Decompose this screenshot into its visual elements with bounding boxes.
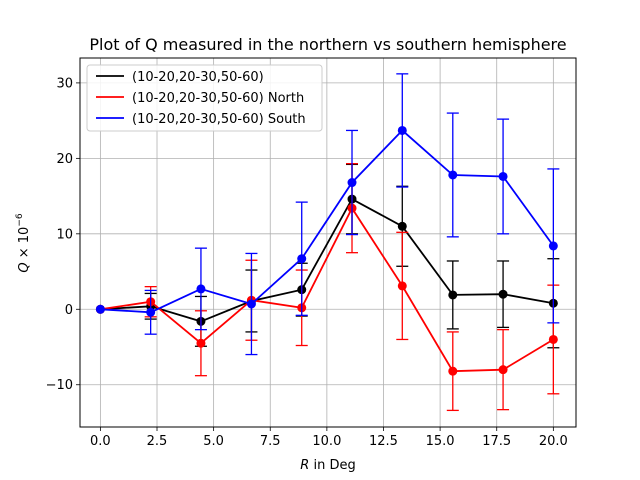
legend-box [86, 64, 323, 132]
data-point [548, 241, 558, 251]
data-point [297, 254, 307, 264]
y-tick-label: 10 [56, 227, 73, 242]
x-tick-label: 17.5 [482, 434, 511, 449]
plot-frame [79, 57, 577, 428]
x-tick-label: 0.0 [90, 434, 111, 449]
data-point [196, 338, 206, 348]
y-tick-label: 20 [56, 152, 73, 167]
data-point [548, 334, 558, 344]
x-axis-label: R in Deg [300, 458, 355, 473]
series-2 [95, 162, 560, 412]
data-point [397, 125, 407, 135]
legend-label: (10-20,20-30,50-60) North [132, 91, 304, 106]
series-line [100, 197, 554, 323]
data-point [448, 366, 458, 376]
data-point [397, 221, 407, 231]
x-tick-label: 10.0 [312, 434, 341, 449]
y-axis-label: Q × 10−6 [15, 213, 32, 272]
x-tick-label: 12.5 [369, 434, 398, 449]
data-point [196, 284, 206, 294]
data-point [498, 365, 508, 375]
data-point [397, 281, 407, 291]
series-group [95, 73, 560, 412]
x-tick-label: 5.0 [203, 434, 224, 449]
y-tick-label: 30 [56, 76, 73, 91]
x-tick-label: 20.0 [539, 434, 568, 449]
data-point [347, 178, 357, 188]
chart-title: Plot of Q measured in the northern vs so… [89, 35, 566, 54]
series-line [100, 206, 554, 373]
x-tick-label: 15.0 [426, 434, 455, 449]
data-point [95, 304, 105, 314]
data-point [246, 299, 256, 309]
legend-label: (10-20,20-30,50-60) South [132, 112, 306, 127]
y-tick-label: −10 [46, 378, 73, 393]
data-point [448, 290, 458, 300]
legend: (10-20,20-30,50-60) (10-20,20-30,50-60) N… [86, 64, 323, 132]
y-tick-label: 0 [65, 303, 73, 318]
data-point [146, 307, 156, 317]
data-point [498, 289, 508, 299]
x-tick-label: 7.5 [260, 434, 281, 449]
x-tick-label: 2.5 [147, 434, 168, 449]
series-3 [95, 73, 560, 356]
series-line [100, 129, 555, 314]
data-point [498, 171, 508, 181]
data-point [448, 170, 458, 180]
axis-ticks: 0.0 2.5 5.0 7.5 10.0 12.5 15.0 17.5 20.0 −10 0 10 20… [46, 76, 568, 449]
legend-label: (10-20,20-30,50-60) [132, 70, 264, 85]
